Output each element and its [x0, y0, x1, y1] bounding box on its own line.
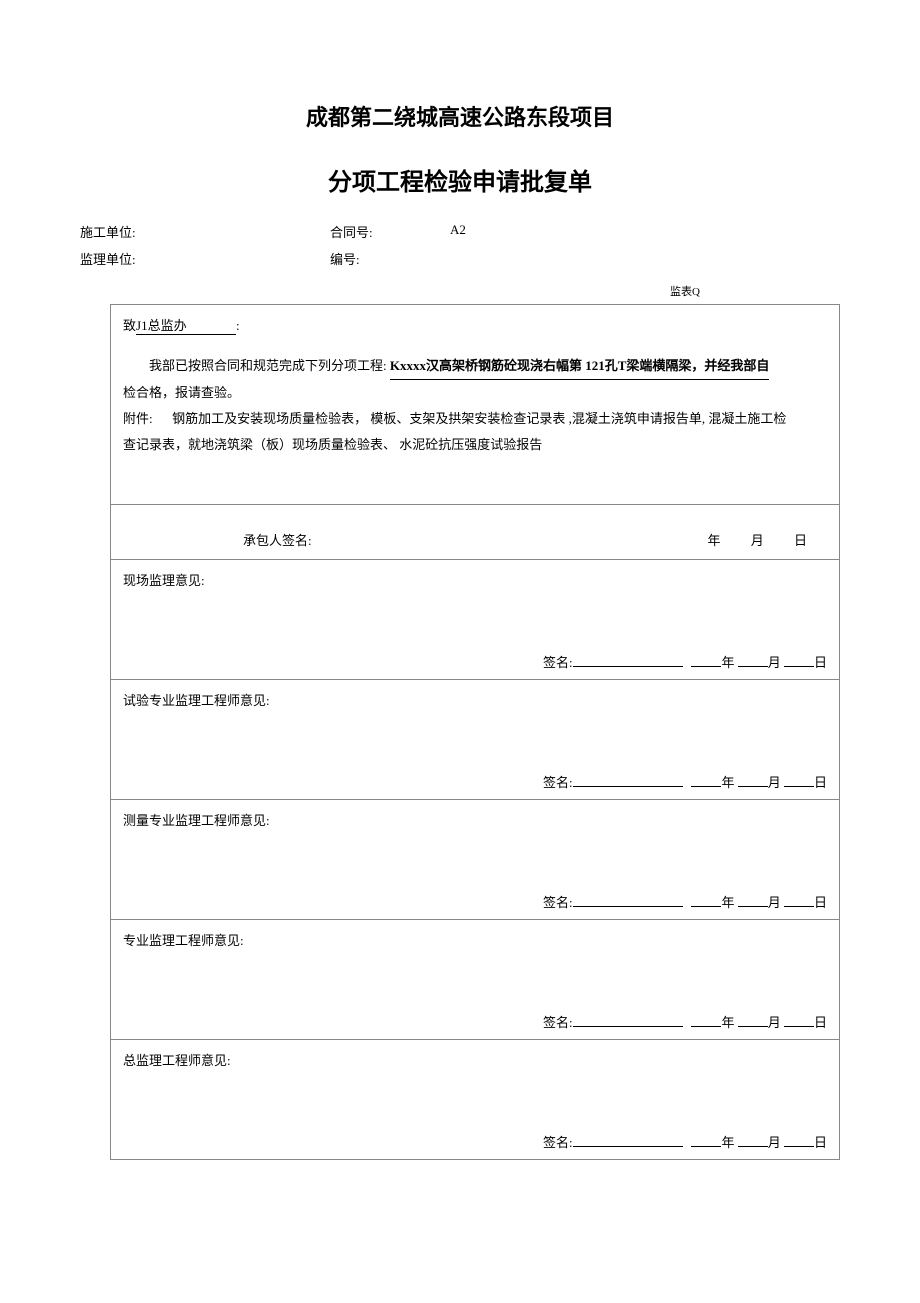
opinion-date-4: 年 月 日 [691, 1132, 827, 1151]
opinion-title-3: 专业监理工程师意见: [123, 930, 827, 949]
contractor-sign-section: 承包人签名: 年 月 日 [111, 505, 840, 560]
sign-label: 签名: [543, 1135, 573, 1150]
body-line-1: 我部已按照合同和规范完成下列分项工程: Kxxxx汉高架桥钢筋砼现浇右幅第 12… [123, 353, 827, 380]
opinion-section-3: 专业监理工程师意见: 签名: 年 月 日 [111, 920, 840, 1040]
opinion-date-1: 年 月 日 [691, 772, 827, 791]
form-table: 致 J1总监办: 我部已按照合同和规范完成下列分项工程: Kxxxx汉高架桥钢筋… [110, 304, 840, 1160]
opinion-section-2: 测量专业监理工程师意见: 签名: 年 月 日 [111, 800, 840, 920]
serial-no-label: 编号: [330, 249, 450, 268]
greeting-suffix: : [236, 318, 240, 333]
greeting-value: J1总监办 [136, 315, 236, 335]
header-row-2: 监理单位: 编号: [80, 249, 840, 268]
opinion-section-1: 试验专业监理工程师意见: 签名: 年 月 日 [111, 680, 840, 800]
opinion-title-1: 试验专业监理工程师意见: [123, 690, 827, 709]
contractor-sign-label: 承包人签名: [123, 530, 312, 549]
opinion-section-0: 现场监理意见: 签名: 年 月 日 [111, 560, 840, 680]
sign-label: 签名: [543, 1015, 573, 1030]
greeting-prefix: 致 [123, 318, 136, 333]
construction-unit-label: 施工单位: [80, 222, 330, 241]
table-code-label: 监表Q [80, 283, 840, 299]
opinion-date-0: 年 月 日 [691, 652, 827, 671]
sign-label: 签名: [543, 775, 573, 790]
main-title: 成都第二绕城高速公路东段项目 [80, 100, 840, 132]
opinion-title-0: 现场监理意见: [123, 570, 827, 589]
header-row-1: 施工单位: 合同号: A2 [80, 222, 840, 241]
contract-no-label: 合同号: [330, 222, 450, 241]
sign-label: 签名: [543, 895, 573, 910]
contractor-sign-date: 年 月 日 [681, 530, 828, 549]
opinion-section-4: 总监理工程师意见: 签名: 年 月 日 [111, 1040, 840, 1160]
sub-title: 分项工程检验申请批复单 [80, 162, 840, 197]
application-section: 致 J1总监办: 我部已按照合同和规范完成下列分项工程: Kxxxx汉高架桥钢筋… [111, 305, 840, 505]
body-line-2: 检合格，报请查验。 [123, 380, 827, 406]
attachment-line-1: 附件: 钢筋加工及安装现场质量检验表， 模板、支架及拱架安装检查记录表 ,混凝土… [123, 406, 827, 432]
opinion-date-2: 年 月 日 [691, 892, 827, 911]
opinion-date-3: 年 月 日 [691, 1012, 827, 1031]
supervision-unit-label: 监理单位: [80, 249, 330, 268]
opinion-title-4: 总监理工程师意见: [123, 1050, 827, 1069]
sign-label: 签名: [543, 655, 573, 670]
contract-no-value: A2 [450, 222, 466, 241]
attachment-line-2: 查记录表，就地浇筑梁（板）现场质量检验表、 水泥砼抗压强度试验报告 [123, 432, 827, 458]
opinion-title-2: 测量专业监理工程师意见: [123, 810, 827, 829]
